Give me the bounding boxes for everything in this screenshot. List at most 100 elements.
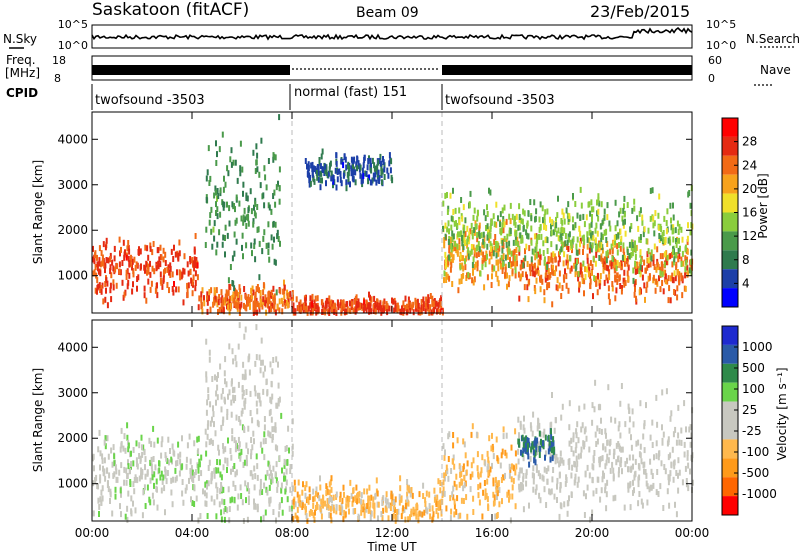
range-cell: [457, 513, 460, 520]
range-cell: [606, 202, 609, 209]
range-cell: [217, 309, 219, 315]
range-cell: [308, 486, 311, 493]
range-cell: [534, 288, 537, 295]
range-cell: [570, 492, 573, 498]
range-cell: [352, 508, 355, 515]
range-cell: [161, 436, 164, 443]
range-cell: [388, 502, 391, 509]
range-cell: [526, 220, 529, 227]
range-cell: [634, 245, 637, 252]
range-cell: [217, 444, 220, 451]
range-cell: [656, 261, 659, 268]
range-cell: [229, 156, 232, 163]
range-cell: [191, 469, 194, 476]
range-cell: [543, 297, 546, 304]
y-tick-label: 1000: [57, 269, 88, 283]
range-cell: [424, 497, 427, 504]
range-cell: [315, 303, 318, 310]
range-cell: [124, 249, 126, 256]
range-cell: [608, 449, 611, 456]
range-cell: [581, 274, 584, 281]
range-cell: [568, 495, 570, 502]
range-cell: [526, 261, 529, 267]
range-cell: [262, 514, 265, 521]
x-tick-label: 04:00: [175, 526, 210, 540]
range-cell: [208, 219, 211, 226]
range-cell: [127, 459, 129, 466]
range-cell: [514, 272, 517, 279]
range-cell: [382, 300, 385, 307]
range-cell: [605, 237, 608, 243]
range-cell: [189, 468, 192, 474]
range-cell: [626, 270, 629, 277]
range-cell: [242, 190, 244, 197]
range-cell: [655, 266, 658, 273]
range-cell: [309, 174, 312, 181]
range-cell: [504, 254, 507, 261]
range-cell: [247, 294, 250, 301]
range-cell: [505, 241, 508, 248]
cpid-label: CPID: [6, 86, 38, 100]
range-cell: [311, 161, 314, 168]
range-cell: [332, 303, 335, 310]
range-cell: [552, 264, 554, 271]
range-cell: [291, 418, 294, 425]
range-cell: [346, 495, 349, 502]
range-cell: [330, 497, 333, 504]
range-cell: [640, 288, 642, 295]
colorbar-tick-label: -25: [742, 424, 762, 438]
range-cell: [216, 394, 219, 401]
range-cell: [680, 261, 683, 267]
range-cell: [101, 485, 104, 492]
range-cell: [596, 199, 598, 206]
range-cell: [624, 280, 627, 286]
range-cell: [306, 163, 308, 170]
range-cell: [486, 243, 489, 250]
range-cell: [662, 431, 665, 438]
range-cell: [520, 273, 523, 280]
range-cell: [119, 269, 122, 276]
range-cell: [526, 442, 529, 449]
range-cell: [643, 461, 646, 468]
range-cell: [687, 191, 690, 198]
range-cell: [330, 306, 333, 313]
range-cell: [226, 201, 228, 208]
range-cell: [153, 482, 155, 489]
range-cell: [101, 453, 104, 460]
range-cell: [612, 495, 615, 502]
range-cell: [243, 286, 246, 292]
range-cell: [208, 180, 211, 186]
range-cell: [384, 506, 387, 513]
range-cell: [467, 271, 470, 278]
range-cell: [253, 243, 256, 249]
range-cell: [151, 265, 154, 272]
range-cell: [127, 255, 130, 262]
range-cell: [381, 515, 384, 522]
range-cell: [669, 202, 672, 209]
range-cell: [507, 489, 510, 496]
range-cell: [282, 288, 285, 295]
range-cell: [628, 454, 631, 461]
range-cell: [466, 235, 469, 242]
range-cell: [96, 254, 98, 261]
range-cell: [469, 486, 472, 493]
range-cell: [406, 491, 409, 498]
range-cell: [350, 492, 353, 499]
range-cell: [278, 298, 281, 305]
freq-bar-1: [92, 65, 290, 75]
range-cell: [637, 225, 640, 232]
range-cell: [451, 230, 454, 237]
range-cell: [443, 490, 446, 497]
range-cell: [525, 472, 528, 479]
range-cell: [254, 300, 257, 307]
range-cell: [218, 146, 221, 153]
range-cell: [616, 279, 619, 285]
range-cell: [450, 224, 453, 231]
range-cell: [522, 455, 525, 462]
range-cell: [281, 308, 284, 315]
range-cell: [400, 513, 403, 520]
range-cell: [567, 459, 570, 466]
range-cell: [660, 261, 663, 268]
range-cell: [306, 171, 309, 177]
range-cell: [633, 474, 636, 481]
